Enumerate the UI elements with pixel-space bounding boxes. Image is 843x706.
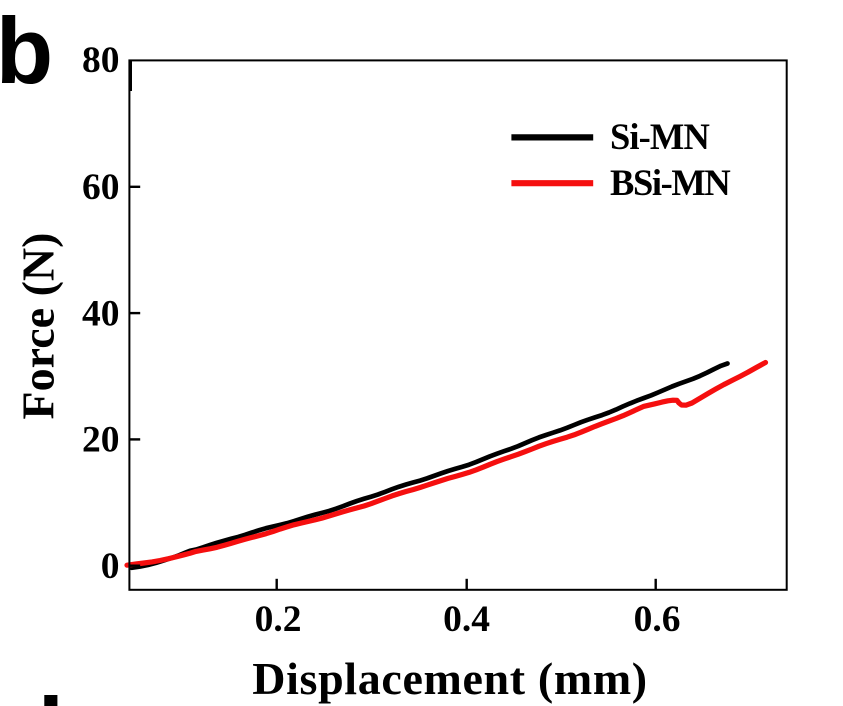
svg-text:40: 40 [82,293,120,334]
svg-text:0.4: 0.4 [443,599,490,640]
svg-text:80: 80 [82,40,120,81]
svg-text:Si-MN: Si-MN [610,116,709,157]
svg-text:60: 60 [82,167,120,208]
svg-text:0: 0 [101,546,120,587]
svg-text:20: 20 [82,420,120,461]
svg-text:Force (N): Force (N) [13,233,64,420]
svg-text:0.2: 0.2 [255,599,302,640]
svg-text:b: b [0,0,53,103]
svg-text:BSi-MN: BSi-MN [610,162,730,203]
svg-text:Displacement (mm): Displacement (mm) [252,653,648,704]
svg-text:0.6: 0.6 [634,599,681,640]
